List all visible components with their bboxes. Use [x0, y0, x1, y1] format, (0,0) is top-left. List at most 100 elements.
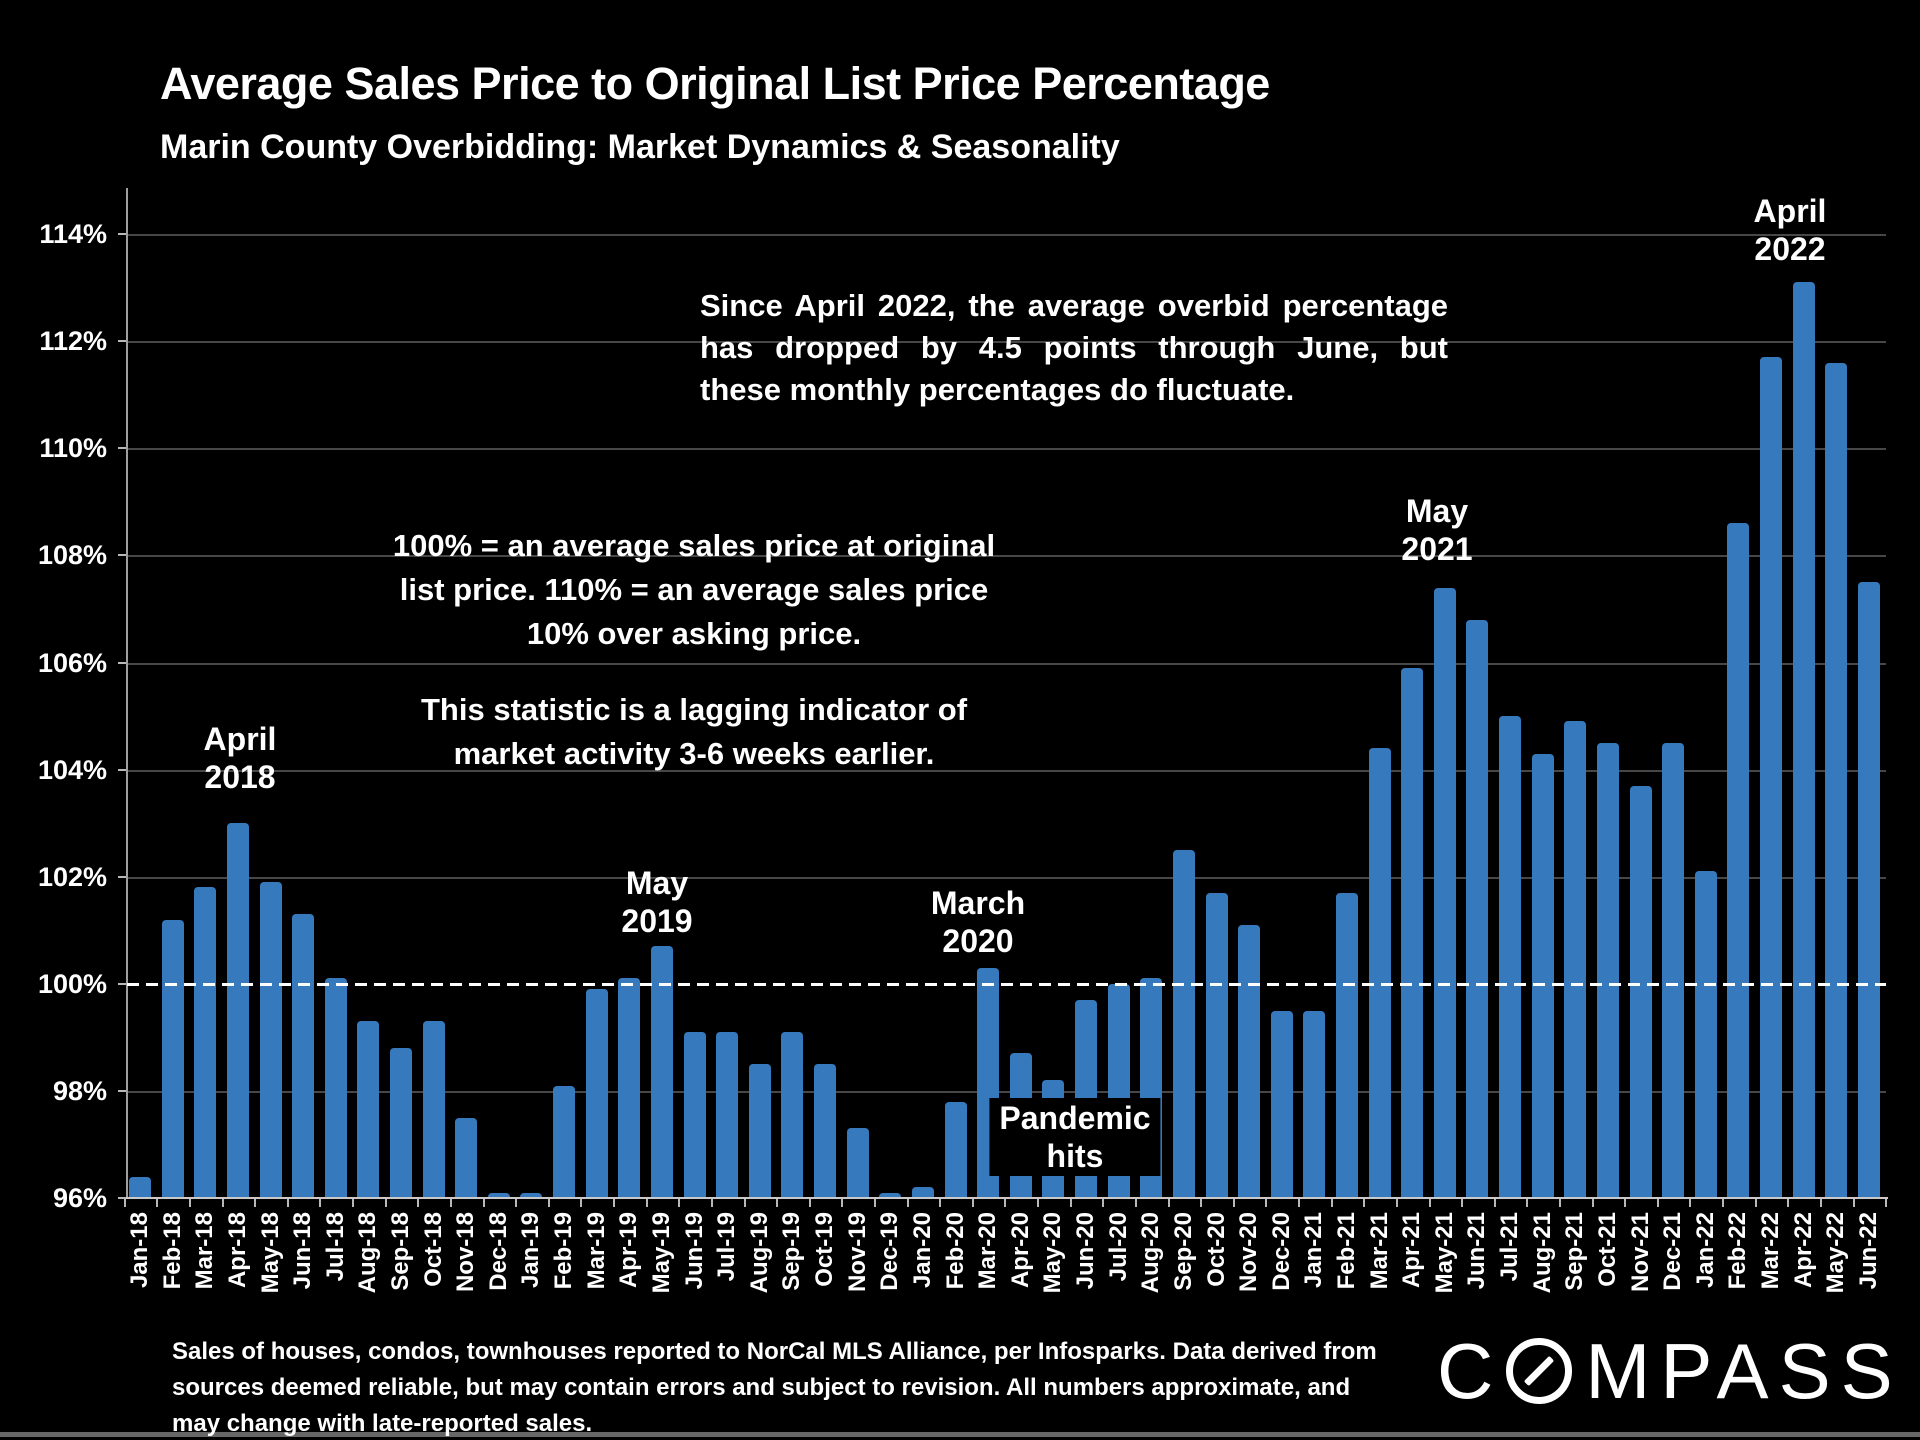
x-tick-32: [1167, 1198, 1170, 1207]
gridline-98: [127, 1090, 1886, 1093]
x-label-May-20: May-20: [1039, 1212, 1067, 1294]
x-label-Apr-19: Apr-19: [615, 1212, 643, 1289]
x-tick-49: [1722, 1198, 1725, 1207]
bar-Dec-19: [879, 1192, 902, 1198]
bar-Feb-21: [1335, 892, 1358, 1198]
disclaimer-line: Sales of houses, condos, townhouses repo…: [172, 1338, 1377, 1365]
bar-Oct-18: [422, 1021, 445, 1198]
x-tick-26: [971, 1198, 974, 1207]
x-tick-35: [1265, 1198, 1268, 1207]
x-tick-17: [678, 1198, 681, 1207]
y-axis-line: [126, 188, 128, 1198]
bar-Jun-19: [683, 1032, 706, 1198]
x-tick-25: [939, 1198, 942, 1207]
source-disclaimer: Sales of houses, condos, townhouses repo…: [172, 1334, 1377, 1440]
x-label-Jun-22: Jun-22: [1854, 1212, 1882, 1290]
bar-Aug-21: [1531, 753, 1554, 1198]
y-tick-label-110: 110%: [39, 433, 107, 464]
y-tick-label-104: 104%: [37, 754, 107, 785]
x-tick-9: [417, 1198, 420, 1207]
x-tick-51: [1787, 1198, 1790, 1207]
compass-needle-o-icon: [1506, 1338, 1573, 1404]
x-label-Dec-21: Dec-21: [1659, 1212, 1687, 1291]
x-tick-11: [482, 1198, 485, 1207]
x-tick-48: [1689, 1198, 1692, 1207]
x-tick-41: [1461, 1198, 1464, 1207]
x-axis-line: [126, 1197, 1888, 1199]
x-tick-44: [1559, 1198, 1561, 1207]
x-label-Oct-20: Oct-20: [1202, 1212, 1230, 1287]
annotation-line: 10% over asking price.: [526, 616, 862, 651]
gridline-106: [127, 662, 1886, 665]
annotation-line: these monthly percentages do fluctuate.: [700, 372, 1295, 407]
bar-Feb-19: [553, 1085, 576, 1198]
y-tick-label-102: 102%: [37, 861, 107, 892]
y-tick-label-98: 98%: [52, 1075, 107, 1106]
x-label-Nov-18: Nov-18: [452, 1212, 480, 1293]
x-label-May-22: May-22: [1822, 1212, 1850, 1294]
x-label-Feb-19: Feb-19: [550, 1212, 578, 1290]
x-tick-33: [1200, 1198, 1203, 1207]
y-tick-106: [118, 661, 127, 664]
x-label-Feb-22: Feb-22: [1724, 1212, 1752, 1290]
x-label-Mar-19: Mar-19: [582, 1212, 610, 1290]
x-tick-28: [1037, 1198, 1039, 1207]
x-tick-30: [1102, 1198, 1105, 1207]
bar-Sep-21: [1564, 721, 1587, 1198]
logo-letters-mpass: MPASS: [1585, 1327, 1903, 1415]
x-tick-38: [1363, 1198, 1366, 1207]
disclaimer-line: sources deemed reliable, but may contain…: [172, 1374, 1351, 1401]
x-tick-14: [580, 1198, 583, 1207]
bar-Jan-20: [911, 1187, 934, 1198]
bar-Jun-18: [292, 914, 315, 1198]
bar-Sep-20: [1172, 849, 1195, 1198]
x-label-Oct-18: Oct-18: [419, 1212, 447, 1287]
gridline-104: [127, 769, 1886, 772]
x-label-Oct-19: Oct-19: [811, 1212, 838, 1287]
disclaimer-line: may change with late-reported sales.: [172, 1410, 593, 1437]
x-tick-3: [221, 1198, 224, 1207]
peak-label-march-2020: March 2020: [930, 885, 1026, 959]
bar-Jan-19: [520, 1192, 543, 1198]
gridline-114: [127, 234, 1886, 237]
x-label-Apr-21: Apr-21: [1398, 1212, 1426, 1289]
x-tick-20: [776, 1198, 779, 1207]
bar-Feb-20: [944, 1101, 967, 1198]
y-tick-label-100: 100%: [37, 968, 107, 999]
x-tick-29: [1069, 1198, 1072, 1207]
x-label-Mar-21: Mar-21: [1365, 1212, 1393, 1290]
page-subtitle: Marin County Overbidding: Market Dynamic…: [160, 128, 1120, 166]
x-tick-10: [449, 1198, 452, 1207]
bar-Feb-18: [161, 919, 184, 1198]
bar-Dec-20: [1270, 1010, 1293, 1198]
bar-Nov-20: [1238, 924, 1261, 1198]
y-tick-112: [118, 340, 127, 343]
y-tick-label-108: 108%: [37, 540, 107, 571]
x-tick-31: [1134, 1198, 1137, 1207]
x-label-Jun-20: Jun-20: [1072, 1212, 1099, 1290]
x-tick-23: [874, 1198, 876, 1207]
x-label-Sep-21: Sep-21: [1561, 1212, 1589, 1291]
bar-Mar-19: [585, 989, 608, 1198]
annotation-lagging-indicator: This statistic is a lagging indicator of…: [354, 688, 1034, 776]
x-label-Sep-18: Sep-18: [387, 1212, 414, 1291]
x-label-Jan-18: Jan-18: [126, 1212, 153, 1289]
x-tick-52: [1819, 1198, 1822, 1207]
x-label-Jul-20: Jul-20: [1104, 1212, 1132, 1282]
y-tick-label-96: 96%: [52, 1183, 107, 1213]
bar-Dec-21: [1662, 742, 1685, 1198]
bar-Oct-20: [1205, 892, 1228, 1198]
bar-May-22: [1825, 362, 1848, 1198]
x-label-Mar-20: Mar-20: [974, 1212, 1002, 1290]
bar-May-18: [259, 882, 282, 1198]
x-label-Jun-21: Jun-21: [1463, 1212, 1491, 1290]
x-tick-2: [188, 1198, 191, 1207]
bar-Aug-18: [357, 1021, 380, 1198]
x-label-Jul-21: Jul-21: [1496, 1212, 1523, 1282]
bar-May-19: [650, 946, 673, 1198]
x-label-May-19: May-19: [647, 1212, 675, 1294]
x-tick-7: [352, 1198, 354, 1207]
y-tick-108: [118, 554, 127, 557]
x-label-Dec-18: Dec-18: [484, 1212, 512, 1291]
